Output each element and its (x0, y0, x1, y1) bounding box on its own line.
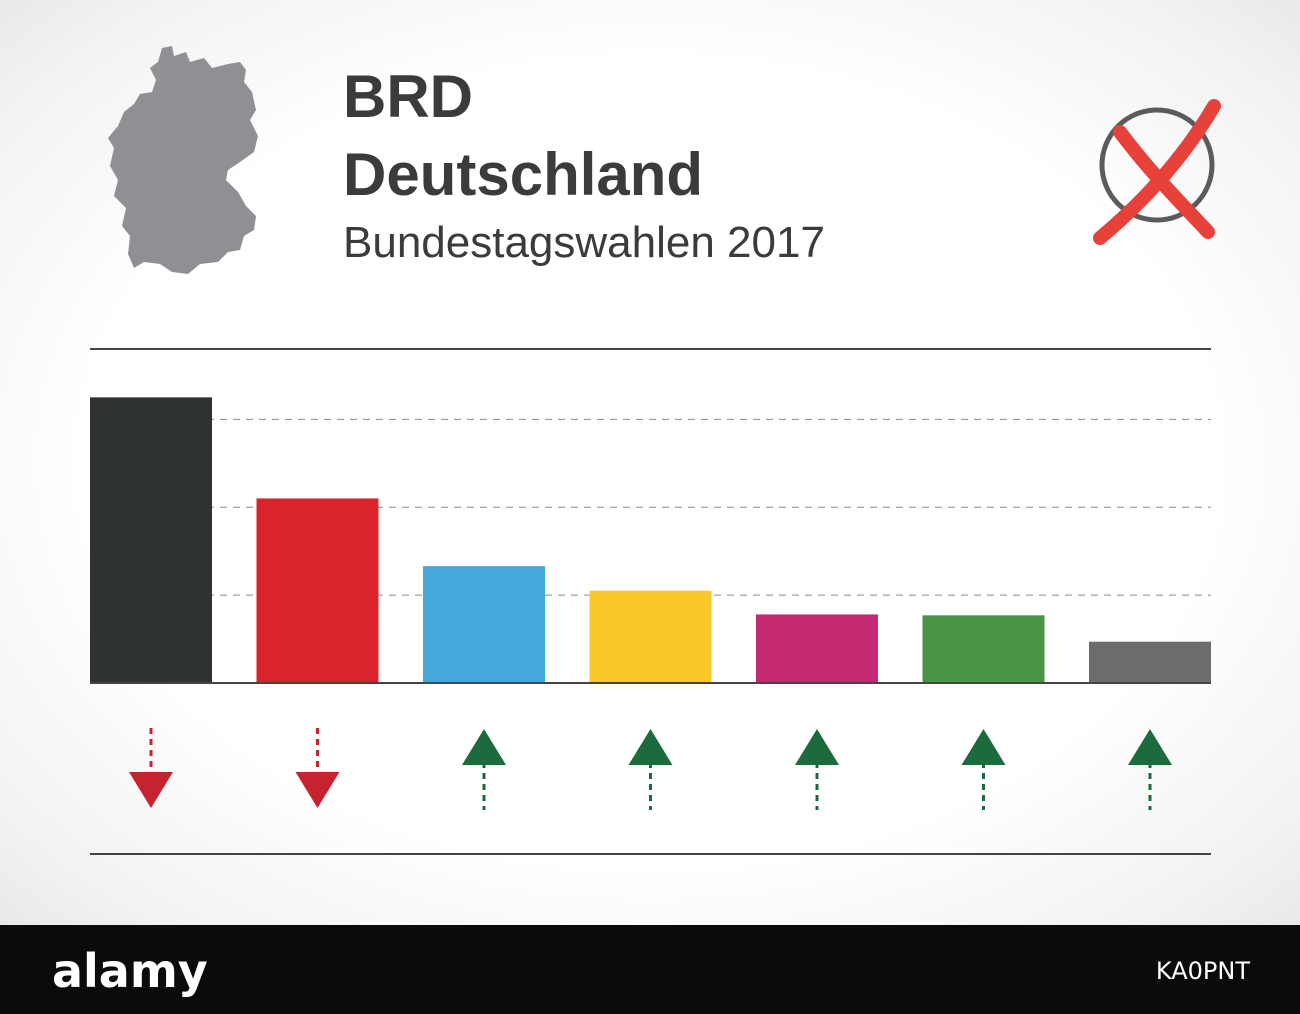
bar-2 (256, 498, 379, 683)
trend-arrow-2-down (295, 728, 340, 808)
trend-arrow-head (628, 729, 673, 765)
trend-arrow-4-up (628, 729, 673, 810)
trend-arrow-head (295, 772, 340, 808)
trend-arrow-6-up (961, 729, 1006, 810)
ballot-cross-icon (1093, 99, 1221, 245)
subtitle: Bundestagswahlen 2017 (343, 218, 825, 267)
trend-arrow-7-up (1128, 729, 1172, 810)
trend-arrow-3-up (462, 729, 506, 810)
trend-arrow-head (129, 772, 173, 808)
image-id: KA0PNT (1155, 957, 1250, 985)
bar-1 (90, 397, 212, 683)
bar-layer (90, 397, 1211, 683)
germany-map-icon (108, 46, 258, 274)
trend-arrow-5-up (795, 729, 839, 810)
bar-5 (756, 614, 878, 683)
bar-6 (922, 615, 1045, 683)
footer-bar: alamy KA0PNT (0, 925, 1300, 1014)
trend-arrow-head (462, 729, 506, 765)
bar-chart (90, 348, 1211, 855)
bar-3 (423, 566, 545, 683)
title-line-1: BRD (343, 63, 473, 130)
trend-arrow-head (795, 729, 839, 765)
bar-7 (1089, 641, 1211, 683)
title-line-2: Deutschland (343, 141, 704, 208)
trend-arrow-head (1128, 729, 1172, 765)
infographic-canvas: BRD Deutschland Bundestagswahlen 2017 (0, 0, 1300, 925)
bar-4 (589, 590, 712, 683)
trend-arrow-layer (129, 728, 1172, 810)
trend-arrow-1-down (129, 728, 173, 808)
brand-logo: alamy (52, 944, 208, 998)
trend-arrow-head (961, 729, 1006, 765)
